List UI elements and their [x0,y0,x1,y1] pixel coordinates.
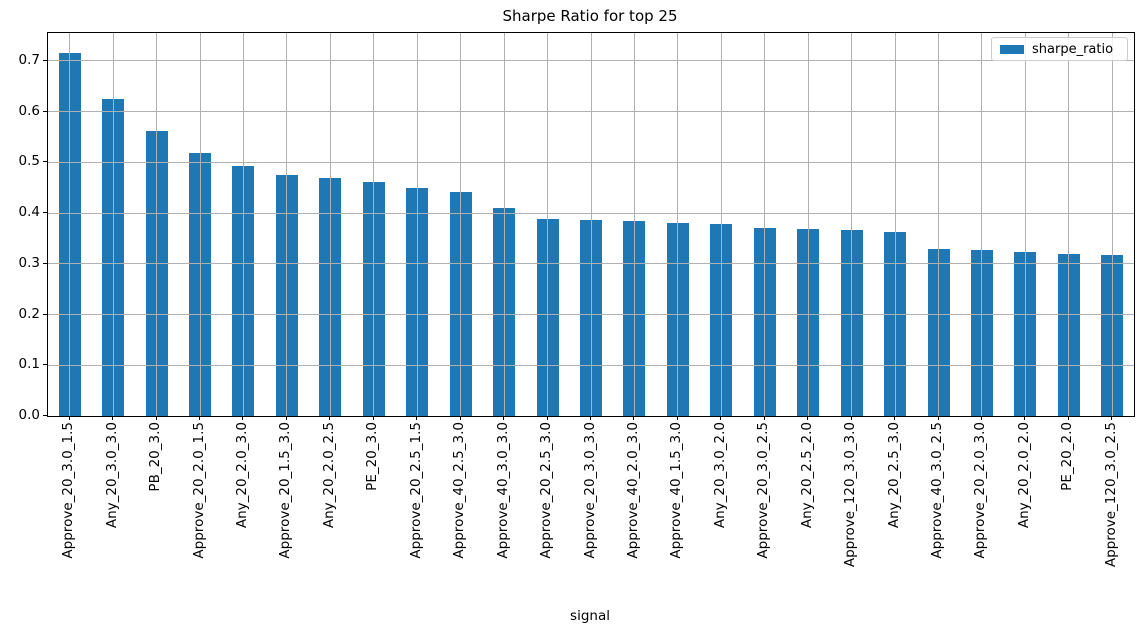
x-tick-label: Approve_40_1.5_3.0 [668,422,685,559]
x-gridline [1111,33,1113,416]
x-tick-label: Any_20_2.5_3.0 [885,422,902,529]
x-gridline [938,33,940,416]
x-tick-mark [329,416,331,420]
y-tick-label: 0.7 [18,51,40,68]
x-gridline [547,33,549,416]
x-gridline [69,33,71,416]
x-tick-label: Approve_20_3.0_1.5 [60,422,77,559]
x-tick-label: Approve_40_3.0_2.5 [929,422,946,559]
x-gridline [112,33,114,416]
x-gridline [156,33,158,416]
x-tick-mark [807,416,809,420]
legend-label: sharpe_ratio [1032,41,1114,57]
x-gridline [851,33,853,416]
x-gridline [981,33,983,416]
x-tick-label: Any_20_2.0_3.0 [233,422,250,529]
x-tick-mark [242,416,244,420]
x-gridline [1024,33,1026,416]
x-tick-mark [590,416,591,420]
x-tick-mark [155,416,157,420]
y-tick-label: 0.3 [18,254,40,271]
x-tick-label: Any_20_2.0_2.5 [320,422,337,529]
y-tick-mark [43,59,47,61]
x-tick-mark [112,416,114,420]
x-tick-mark [720,416,722,420]
x-tick-mark [372,416,374,420]
chart-title: Sharpe Ratio for top 25 [502,7,678,25]
x-tick-mark [894,416,896,420]
legend-swatch-icon [1000,44,1024,54]
y-tick-label: 0.5 [18,153,40,170]
x-gridline [677,33,679,416]
y-tick-mark [43,161,47,163]
x-tick-mark [1024,416,1026,420]
x-gridline [242,33,244,416]
y-tick-label: 0.2 [18,305,40,322]
x-tick-label: Any_20_3.0_3.0 [103,422,120,529]
x-tick-label: Any_20_2.0_2.0 [1015,422,1032,529]
x-gridline [720,33,722,416]
x-gridline [764,33,766,416]
x-tick-label: PE_20_3.0 [364,422,381,491]
x-gridline [329,33,331,416]
x-tick-mark [633,416,635,420]
x-tick-label: Approve_120_3.0_3.0 [842,422,859,568]
x-tick-mark [285,416,287,420]
x-tick-mark [937,416,939,420]
x-gridline [373,33,375,416]
x-tick-label: Approve_20_2.0_3.0 [972,422,989,559]
x-tick-label: Approve_20_2.5_3.0 [538,422,555,559]
x-gridline [894,33,896,416]
y-tick-label: 0.0 [18,407,40,423]
x-tick-label: Any_20_2.5_2.0 [798,422,815,529]
y-tick-mark [43,262,47,264]
x-gridline [460,33,462,416]
legend: sharpe_ratio [991,37,1128,61]
y-tick-mark [43,110,47,112]
x-gridline [807,33,809,416]
x-tick-mark [850,416,852,420]
x-tick-mark [763,416,765,420]
x-tick-mark [68,416,70,420]
x-tick-mark [1111,416,1113,420]
y-tick-label: 0.6 [18,102,40,119]
y-tick-mark [43,212,47,214]
x-gridline [199,33,201,416]
x-tick-label: PE_20_2.0 [1059,422,1076,491]
x-gridline [416,33,418,416]
x-tick-label: Approve_20_2.5_1.5 [407,422,424,559]
x-tick-mark [1067,416,1069,420]
y-tick-mark [43,313,47,315]
x-tick-mark [503,416,505,420]
x-gridline [590,33,592,416]
x-gridline [1068,33,1070,416]
x-tick-mark [676,416,678,420]
x-gridline [633,33,635,416]
y-tick-mark [43,415,47,416]
y-tick-label: 0.4 [18,204,40,221]
x-gridline [503,33,505,416]
plot-area [47,32,1135,417]
x-tick-label: Approve_20_1.5_3.0 [277,422,294,559]
x-tick-mark [980,416,982,420]
x-tick-mark [459,416,461,420]
x-tick-label: Approve_20_2.0_1.5 [190,422,207,559]
x-tick-label: Approve_120_3.0_2.5 [1102,422,1119,568]
x-tick-label: Approve_40_3.0_3.0 [494,422,511,559]
x-axis-label: signal [570,608,610,624]
x-tick-label: Approve_40_2.5_3.0 [451,422,468,559]
x-tick-mark [416,416,418,420]
x-tick-label: Any_20_3.0_2.0 [711,422,728,529]
x-tick-mark [546,416,548,420]
x-tick-label: Approve_20_3.0_2.5 [755,422,772,559]
x-tick-label: Approve_20_3.0_3.0 [581,422,598,559]
x-tick-mark [199,416,201,420]
y-tick-label: 0.1 [18,356,40,373]
y-tick-mark [43,364,47,366]
x-gridline [286,33,288,416]
x-tick-label: PB_20_3.0 [147,422,164,492]
x-tick-label: Approve_40_2.0_3.0 [624,422,641,559]
